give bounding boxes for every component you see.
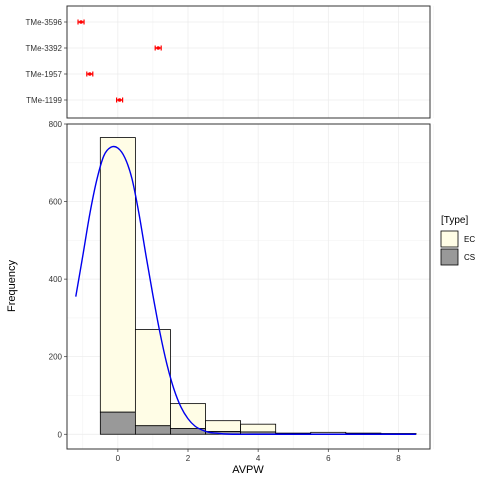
bottom-panel-border — [66, 123, 431, 450]
top-y-tick-label: TMe-1957 — [26, 70, 63, 79]
bar-cs — [134, 425, 171, 435]
legend: [Type] EC CS — [440, 215, 475, 266]
top-point-marker — [86, 71, 94, 77]
top-panel-y-tick-labels: TMe-3596 TMe-3392 TMe-1957 TMe-1199 — [26, 18, 67, 105]
bottom-panel: 0 200 400 600 800 0 2 4 6 8 — [49, 120, 434, 463]
x-axis-ticks: 0 2 4 6 8 — [116, 449, 401, 463]
y-tick-label: 200 — [49, 353, 63, 362]
bar-ec — [170, 403, 206, 429]
x-tick-label: 2 — [186, 454, 191, 463]
top-point-marker — [77, 19, 85, 25]
top-panel-border — [66, 5, 431, 119]
top-y-tick-label: TMe-3392 — [26, 44, 63, 53]
x-tick-label: 0 — [116, 454, 121, 463]
legend-title: [Type] — [441, 215, 468, 226]
legend-key-cs — [440, 248, 459, 266]
top-panel: TMe-3596 TMe-3392 TMe-1957 TMe-1199 — [26, 5, 434, 119]
bar-ec — [205, 420, 242, 432]
legend-label-ec: EC — [464, 235, 475, 244]
y-tick-label: 800 — [49, 120, 63, 129]
x-tick-label: 6 — [326, 454, 331, 463]
density-curve — [75, 145, 416, 435]
bar-ec — [240, 423, 277, 433]
y-axis-title: Frequency — [6, 260, 18, 312]
top-panel-points — [77, 19, 162, 103]
x-tick-label: 8 — [396, 454, 401, 463]
top-point-marker — [154, 45, 162, 51]
y-tick-label: 0 — [58, 430, 63, 439]
x-axis-title: AVPW — [232, 464, 264, 476]
bar-cs — [99, 411, 136, 435]
top-panel-background — [67, 6, 430, 118]
top-panel-gridlines — [67, 6, 434, 118]
y-axis-ticks: 0 200 400 600 800 — [49, 120, 67, 439]
histogram-bars — [99, 137, 417, 435]
legend-key-ec — [440, 230, 459, 248]
top-y-tick-label: TMe-3596 — [26, 18, 63, 27]
top-y-tick-label: TMe-1199 — [26, 96, 62, 105]
top-point-marker — [116, 97, 124, 103]
x-tick-label: 4 — [256, 454, 261, 463]
legend-label-cs: CS — [464, 253, 475, 262]
y-tick-label: 400 — [49, 275, 63, 284]
bar-ec — [99, 137, 136, 413]
y-tick-label: 600 — [49, 198, 63, 207]
bar-ec — [134, 329, 171, 427]
